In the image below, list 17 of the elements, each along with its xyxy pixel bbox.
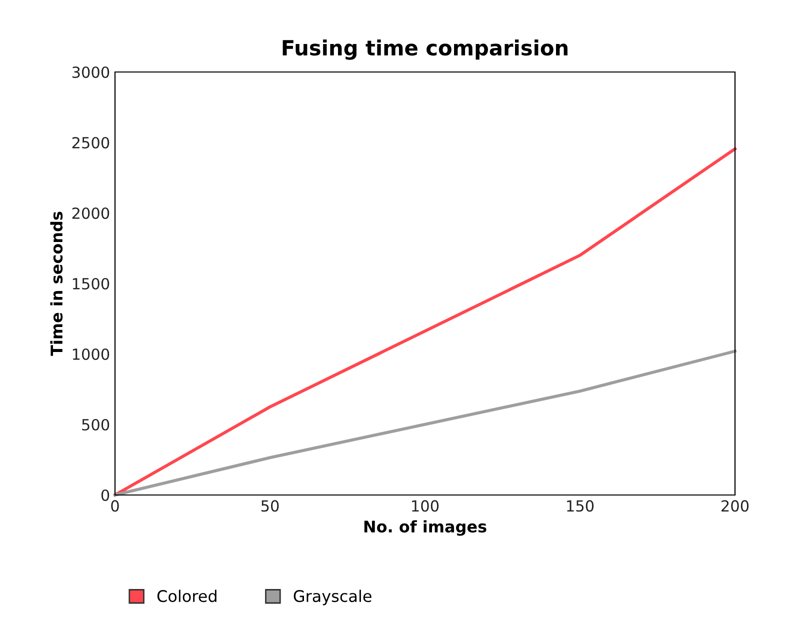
x-tick-label: 150	[567, 500, 594, 512]
x-axis-title: No. of images	[364, 520, 486, 536]
y-tick-label: 3000	[72, 66, 110, 78]
y-tick-label: 0	[101, 489, 110, 502]
x-tick-label: 0	[111, 500, 119, 512]
legend-label: Grayscale	[294, 590, 372, 606]
y-tick-label: 2000	[72, 207, 110, 220]
x-tick-label: 50	[261, 500, 279, 512]
legend-label: Colored	[157, 590, 216, 602]
chart-title: Fusing time comparision	[282, 40, 568, 60]
y-tick-label: 2500	[72, 136, 110, 149]
y-tick-label: 500	[82, 418, 110, 431]
x-tick-label: 200	[722, 500, 749, 512]
x-tick-label: 100	[412, 500, 439, 512]
y-axis-title: Time in seconds	[50, 212, 63, 356]
y-tick-label: 1000	[72, 348, 110, 360]
y-tick-label: 1500	[72, 278, 110, 290]
